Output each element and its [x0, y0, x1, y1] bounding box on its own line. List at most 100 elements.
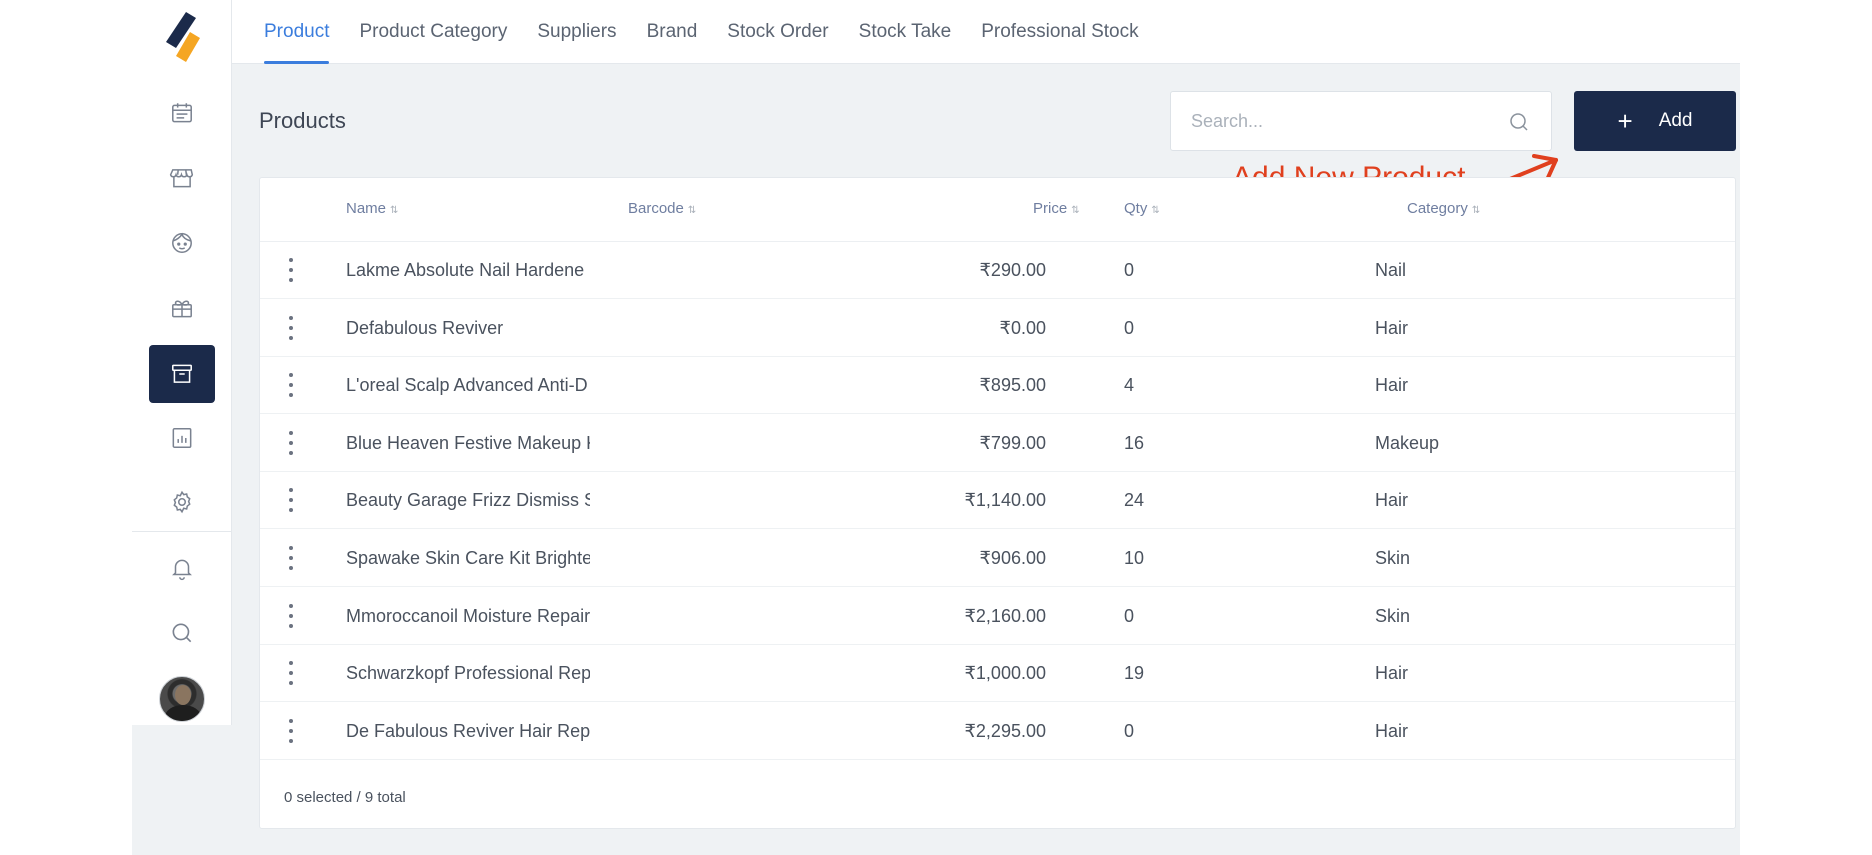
product-name: De Fabulous Reviver Hair Repa [346, 720, 590, 741]
tab-product[interactable]: Product [264, 0, 330, 64]
sidebar-item-reports[interactable] [149, 409, 215, 467]
product-price: ₹0.00 [999, 317, 1047, 338]
table-row[interactable]: De Fabulous Reviver Hair Repa ₹2,295.00 0 H… [260, 703, 1735, 760]
client-face-icon [172, 232, 192, 253]
user-avatar[interactable] [159, 676, 205, 722]
search-input[interactable] [1171, 92, 1551, 150]
sidebar-divider [132, 531, 232, 532]
product-qty: 0 [1124, 720, 1135, 741]
sidebar-item-store[interactable] [149, 149, 215, 207]
tab-stock-take[interactable]: Stock Take [858, 21, 952, 42]
gift-icon [172, 300, 192, 318]
row-actions-menu-icon[interactable] [284, 601, 298, 631]
sidebar-item-search[interactable] [149, 604, 215, 662]
column-header-category[interactable]: Category ⇅ [1407, 200, 1480, 217]
app-logo-icon[interactable] [162, 10, 204, 66]
tab-product-category[interactable]: Product Category [359, 21, 508, 42]
search-box [1170, 91, 1552, 151]
product-name: L'oreal Scalp Advanced Anti-D [346, 375, 588, 396]
table-row[interactable]: Blue Heaven Festive Makeup K ₹799.00 16 Mak… [260, 415, 1735, 472]
table-row[interactable]: Lakme Absolute Nail Hardene ₹290.00 0 Nail [260, 242, 1735, 299]
sort-icon: ⇅ [390, 205, 399, 216]
table-row[interactable]: Spawake Skin Care Kit Brighte ₹906.00 10 Sk… [260, 530, 1735, 587]
sort-icon: ⇅ [1151, 205, 1160, 216]
product-category: Hair [1375, 375, 1409, 396]
sort-icon: ⇅ [687, 205, 697, 216]
row-actions-menu-icon[interactable] [284, 370, 298, 400]
sidebar-item-gifts[interactable] [149, 279, 215, 337]
column-header-barcode[interactable]: Barcode ⇅ [628, 200, 696, 217]
sidebar [132, 0, 232, 725]
add-product-button[interactable]: + Add [1574, 91, 1736, 151]
product-category: Hair [1375, 720, 1409, 741]
product-name: Schwarzkopf Professional Rep [346, 663, 590, 684]
column-header-price[interactable]: Price ⇅ [1033, 200, 1080, 217]
column-header-price-label: Price [1033, 200, 1068, 217]
column-header-qty[interactable]: Qty ⇅ [1124, 200, 1160, 217]
archive-box-icon [172, 364, 192, 383]
product-category: Hair [1375, 317, 1409, 338]
product-name: Defabulous Reviver [346, 317, 504, 338]
column-header-name-label: Name [346, 200, 387, 217]
column-header-barcode-label: Barcode [628, 200, 684, 217]
tab-suppliers[interactable]: Suppliers [537, 21, 617, 42]
product-qty: 0 [1124, 605, 1135, 626]
product-price: ₹1,140.00 [964, 490, 1046, 511]
app-window: Product Product Category Suppliers Brand… [132, 0, 1740, 855]
product-name: Blue Heaven Festive Makeup K [346, 432, 590, 453]
selection-count: 0 selected / 9 total [284, 789, 406, 806]
tab-professional-stock[interactable]: Professional Stock [981, 21, 1139, 42]
product-qty: 24 [1124, 490, 1145, 511]
column-header-category-label: Category [1407, 200, 1468, 217]
sidebar-item-products[interactable] [149, 345, 215, 403]
product-price: ₹290.00 [979, 260, 1046, 280]
bell-icon [172, 559, 192, 581]
table-row[interactable]: Mmoroccanoil Moisture Repair ₹2,160.00 0 Sk… [260, 588, 1735, 645]
table-row[interactable]: Defabulous Reviver ₹0.00 0 Hair [260, 300, 1735, 357]
product-qty: 0 [1124, 260, 1135, 280]
products-table: Name ⇅ Barcode ⇅ Price ⇅ Qty ⇅ Category ⇅ Lak… [259, 177, 1736, 829]
product-category: Hair [1375, 663, 1409, 684]
product-category: Skin [1375, 548, 1411, 568]
settings-gear-icon [173, 490, 191, 514]
table-row[interactable]: L'oreal Scalp Advanced Anti-D ₹895.00 4 Hai… [260, 357, 1735, 415]
column-header-name[interactable]: Name ⇅ [346, 200, 398, 217]
row-actions-menu-icon[interactable] [284, 716, 298, 746]
product-qty: 0 [1124, 317, 1135, 338]
product-price: ₹895.00 [979, 375, 1046, 396]
product-price: ₹2,160.00 [964, 605, 1046, 626]
product-price: ₹799.00 [979, 432, 1046, 453]
row-actions-menu-icon[interactable] [284, 255, 298, 285]
row-actions-menu-icon[interactable] [284, 485, 298, 515]
sidebar-item-notifications[interactable] [149, 539, 215, 597]
row-actions-menu-icon[interactable] [284, 428, 298, 458]
sidebar-item-calendar[interactable] [149, 84, 215, 142]
search-icon[interactable] [1507, 110, 1531, 134]
tab-stock-order[interactable]: Stock Order [727, 21, 829, 42]
sidebar-item-settings[interactable] [149, 473, 215, 531]
product-qty: 19 [1124, 663, 1145, 684]
row-actions-menu-icon[interactable] [284, 543, 298, 573]
product-name: Spawake Skin Care Kit Brighte [346, 548, 590, 568]
row-actions-menu-icon[interactable] [284, 658, 298, 688]
product-qty: 16 [1124, 432, 1145, 453]
table-row[interactable]: Schwarzkopf Professional Rep ₹1,000.00 19 H… [260, 645, 1735, 703]
product-category: Nail [1375, 260, 1407, 280]
calendar-icon [172, 103, 192, 123]
product-price: ₹1,000.00 [964, 663, 1046, 684]
plus-icon: + [1617, 106, 1633, 136]
page-title: Products [259, 108, 346, 133]
avatar-body [165, 705, 201, 721]
sort-icon: ⇅ [1471, 205, 1481, 216]
table-row[interactable]: Beauty Garage Frizz Dismiss S ₹1,140.00 24… [260, 472, 1735, 530]
search-icon [172, 623, 192, 643]
product-price: ₹906.00 [979, 548, 1046, 568]
report-chart-icon [172, 428, 192, 448]
product-category: Makeup [1375, 432, 1440, 453]
row-actions-menu-icon[interactable] [284, 313, 298, 343]
tab-brand[interactable]: Brand [646, 21, 698, 42]
store-icon [169, 169, 194, 188]
sidebar-item-clients[interactable] [149, 214, 215, 272]
product-category: Hair [1375, 490, 1409, 511]
avatar-face [175, 685, 191, 705]
